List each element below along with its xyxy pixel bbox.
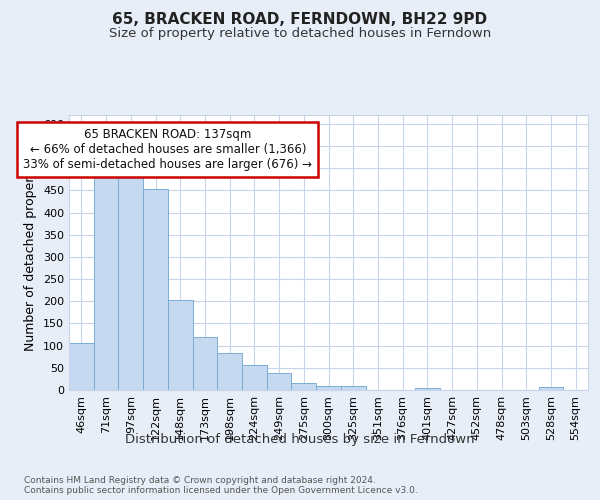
Y-axis label: Number of detached properties: Number of detached properties (25, 154, 37, 351)
Text: 65, BRACKEN ROAD, FERNDOWN, BH22 9PD: 65, BRACKEN ROAD, FERNDOWN, BH22 9PD (112, 12, 488, 28)
Bar (316, 386, 341, 390)
Bar (118, 175, 143, 390)
Bar (539, 388, 563, 390)
Bar (292, 384, 316, 390)
Bar (193, 337, 217, 390)
Bar (69, 344, 94, 390)
Bar (415, 388, 440, 390)
Bar (217, 353, 242, 390)
Bar (242, 364, 267, 390)
Text: Contains HM Land Registry data © Crown copyright and database right 2024.
Contai: Contains HM Land Registry data © Crown c… (24, 476, 418, 495)
Text: Size of property relative to detached houses in Ferndown: Size of property relative to detached ho… (109, 28, 491, 40)
Bar (341, 386, 365, 390)
Bar (94, 174, 118, 390)
Bar (168, 300, 193, 390)
Text: Distribution of detached houses by size in Ferndown: Distribution of detached houses by size … (125, 432, 475, 446)
Bar (267, 373, 292, 390)
Text: 65 BRACKEN ROAD: 137sqm
← 66% of detached houses are smaller (1,366)
33% of semi: 65 BRACKEN ROAD: 137sqm ← 66% of detache… (23, 128, 313, 172)
Bar (143, 189, 168, 390)
